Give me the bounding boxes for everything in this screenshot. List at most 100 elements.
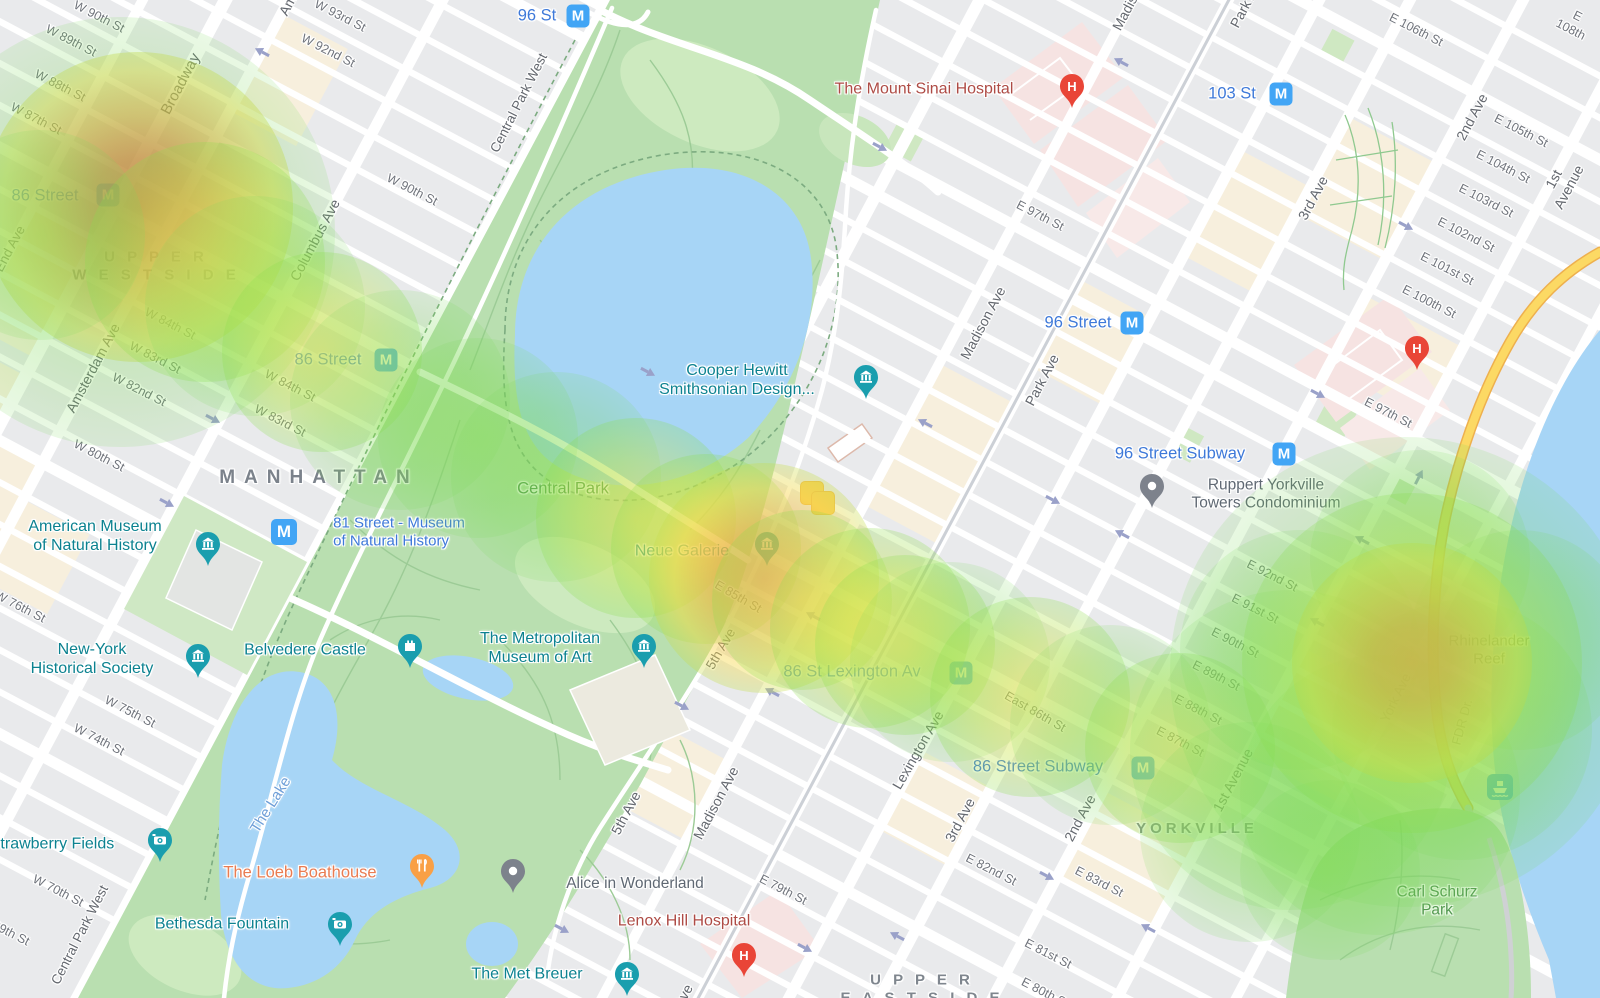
poi-label[interactable]: Strawberry Fields [0, 835, 115, 853]
avenue-label: 1st Avenue [1209, 745, 1257, 815]
avenue-label: Park Ave [1226, 0, 1267, 31]
park-label: Carl Schurz Park [1396, 883, 1478, 919]
avenue-label: Madison Ave [689, 763, 742, 842]
street-line [0, 562, 819, 998]
carl-schurz-park [1286, 808, 1531, 998]
subway-m-icon[interactable]: M [271, 519, 297, 545]
street-label: W 69th St [0, 917, 32, 949]
museum-pin-icon[interactable] [614, 961, 640, 998]
street-label: W 75th St [102, 692, 158, 731]
street-label: E 105th St [1491, 111, 1551, 151]
avenue-line [70, 0, 616, 998]
hospital-label[interactable]: Lenox Hill Hospital [617, 912, 751, 930]
road-label: FDR Dr. [1448, 697, 1476, 747]
poi-label[interactable]: New-York Historical Society [30, 641, 154, 677]
museum-pin-icon[interactable] [853, 364, 879, 405]
hospital-label[interactable]: The Mount Sinai Hospital [834, 80, 1014, 98]
street-label: W 84th St [142, 304, 198, 343]
yellow-marker-icon[interactable] [811, 491, 835, 515]
subway-m-icon[interactable]: M [374, 348, 398, 372]
camera-pin-icon[interactable] [327, 911, 353, 952]
street-label: W 88th St [32, 66, 88, 105]
hospital-pin-icon[interactable]: H [1404, 335, 1430, 376]
hospital-pin-icon[interactable]: H [1059, 73, 1085, 114]
street-line [898, 0, 1600, 374]
oneway-arrow-icon [917, 419, 933, 429]
poi-label[interactable]: Ruppert Yorkville Towers Condominium [1191, 476, 1341, 512]
subway-station-label[interactable]: 86 Street Subway [972, 757, 1104, 776]
neighborhood-label: YORKVILLE [1136, 820, 1258, 838]
street-label: E 88th St [1172, 691, 1225, 728]
museum-pin-icon[interactable] [754, 531, 780, 572]
street-line [0, 688, 583, 998]
subway-m-icon[interactable]: M [1120, 311, 1144, 335]
svg-text:H: H [1067, 79, 1076, 94]
buildings [124, 496, 692, 766]
subway-m-icon[interactable]: M [1269, 82, 1293, 106]
subway-station-label[interactable]: 96 Street [1044, 313, 1112, 332]
avenue-label: 3rd Ave [1294, 173, 1331, 223]
subway-station-label[interactable]: 86 Street [294, 350, 362, 369]
avenue-label: Madison Ave [956, 283, 1009, 362]
ferry-pin-icon[interactable] [1487, 774, 1513, 805]
museum-pin-icon[interactable] [185, 643, 211, 684]
poi-label[interactable]: Belvedere Castle [244, 641, 366, 659]
street-label: E 90th St [1209, 624, 1262, 661]
subway-m-icon[interactable]: M [96, 183, 120, 207]
svg-text:H: H [739, 948, 748, 963]
poi-label[interactable]: Alice in Wonderland [566, 874, 704, 892]
street-label: W 84th St [262, 366, 318, 405]
subway-station-label[interactable]: 86 Street [11, 186, 79, 205]
museum-pin-icon[interactable] [631, 633, 657, 674]
street-label: W 70th St [30, 871, 86, 910]
camera-pin-icon[interactable] [147, 827, 173, 868]
poi-label[interactable]: The Met Breuer [471, 965, 583, 983]
generic-pin-icon[interactable] [1139, 473, 1165, 514]
avenue-label: Columbus Ave [286, 196, 343, 284]
street-label: E 87th St [1154, 723, 1207, 760]
street-label: W 74th St [71, 720, 127, 759]
street-label: E 91st St [1229, 590, 1281, 627]
city-block [0, 441, 43, 535]
poi-label[interactable]: Cooper Hewitt Smithsonian Design... [659, 362, 815, 398]
subway-m-icon[interactable]: M [1272, 442, 1296, 466]
poi-label[interactable]: Bethesda Fountain [154, 915, 290, 933]
neighborhood-label: U P P E R W E S T S I D E [72, 248, 240, 283]
avenue-label: 2nd Ave [1452, 90, 1491, 143]
avenue-label: Amsterdam Ave [62, 320, 123, 416]
street-label: E 97th St [1014, 197, 1067, 234]
generic-pin-icon[interactable] [500, 858, 526, 899]
street-label: W 83rd St [252, 401, 309, 440]
subway-station-label[interactable]: 103 St [1208, 84, 1256, 103]
avenue-label: 2nd Ave [1060, 791, 1099, 844]
restaurant-pin-icon[interactable] [409, 853, 435, 894]
poi-label[interactable]: Neue Galerie [634, 542, 730, 560]
subway-station-label[interactable]: 96 Street Subway [1114, 444, 1246, 463]
avenue-label: Park Ave [656, 981, 697, 998]
street-line [977, 0, 1600, 332]
street-label: W 93rd St [312, 0, 369, 35]
avenue-label: West End Ave [0, 223, 29, 305]
poi-label[interactable]: American Museum of Natural History [28, 518, 162, 554]
subway-station-label[interactable]: 86 St Lexington Av [783, 662, 921, 681]
avenue-label: 5th Ave [607, 788, 644, 838]
subway-station-label[interactable]: 81 Street - Museum of Natural History [333, 514, 465, 549]
park-label: Central Park [517, 479, 609, 498]
avenue-label: Madison Ave [1109, 0, 1161, 33]
neighborhood-label: MANHATTAN [219, 466, 419, 488]
subway-m-icon[interactable]: M [949, 661, 973, 685]
restaurant-label[interactable]: The Loeb Boathouse [223, 863, 377, 882]
hospital-pin-icon[interactable]: H [731, 942, 757, 983]
subway-m-icon[interactable]: M [1131, 756, 1155, 780]
water-feature-label: Rhinelander Reef [1448, 632, 1530, 667]
museum-pin-icon[interactable] [195, 531, 221, 572]
poi-label[interactable]: The Metropolitan Museum of Art [479, 630, 601, 666]
subway-station-label[interactable]: 96 St [517, 6, 557, 25]
subway-m-icon[interactable]: M [566, 4, 590, 28]
street-line [819, 0, 1600, 415]
street-label: East 86th St [1002, 688, 1069, 735]
castle-pin-icon[interactable] [397, 633, 423, 674]
oneway-arrow-icon [1310, 388, 1326, 398]
